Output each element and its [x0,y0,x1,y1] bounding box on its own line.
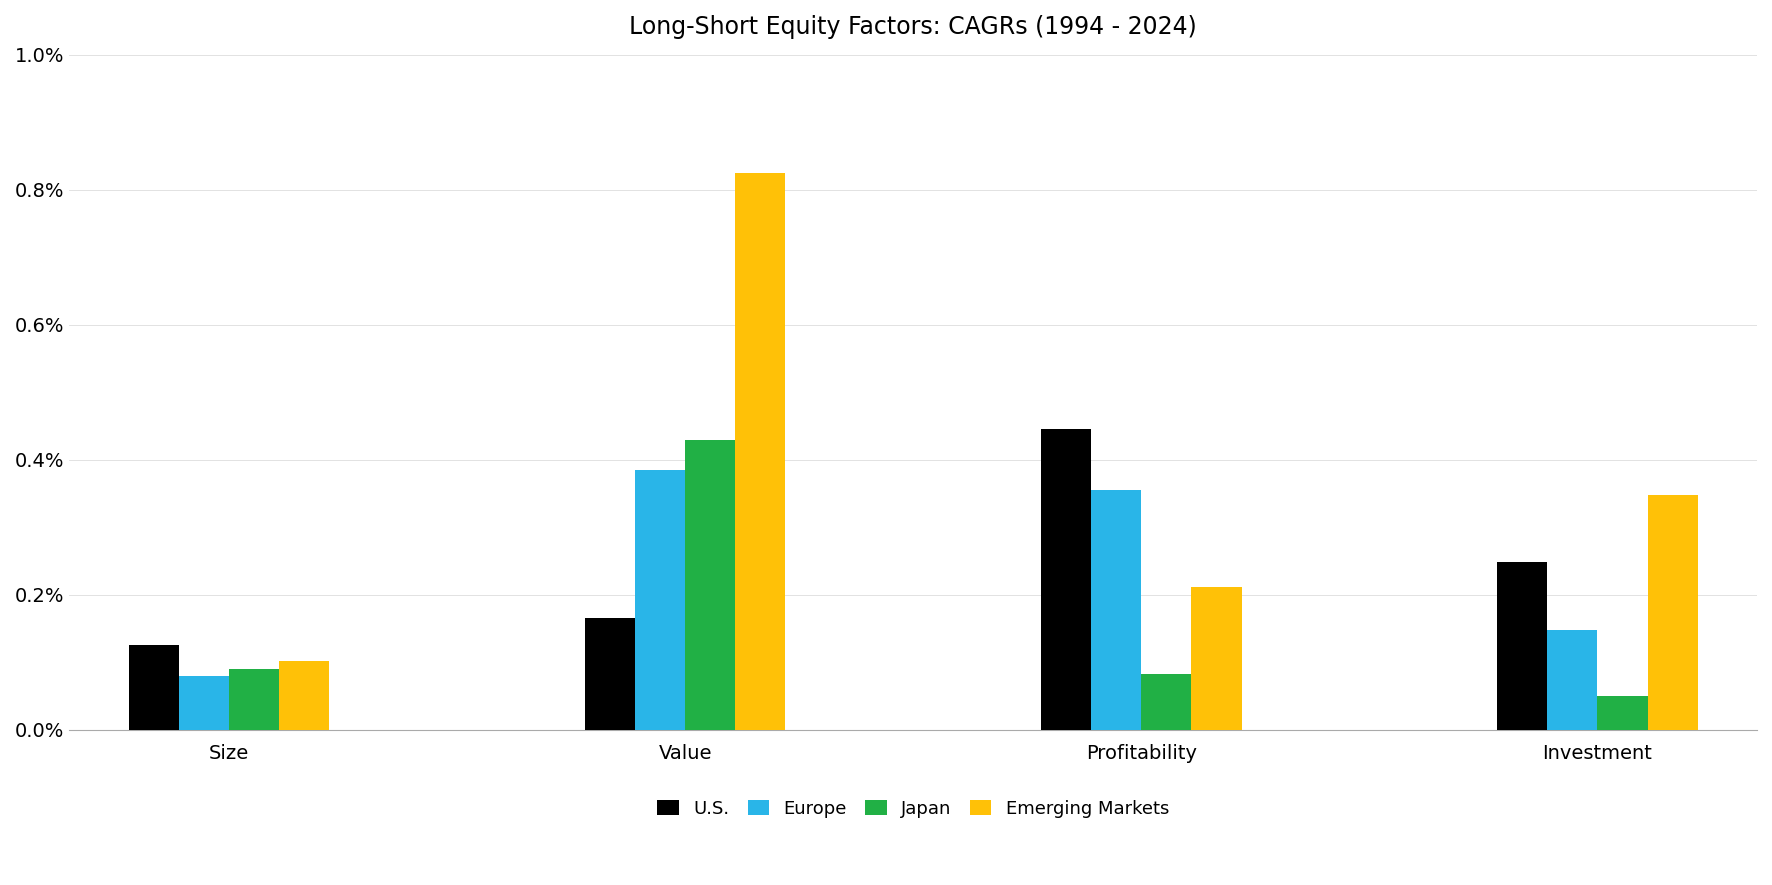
Title: Long-Short Equity Factors: CAGRs (1994 - 2024): Long-Short Equity Factors: CAGRs (1994 -… [629,15,1198,39]
Bar [735,173,785,730]
Bar [1191,587,1242,730]
Bar [1597,696,1648,730]
Bar [229,669,280,730]
Bar [1040,429,1092,730]
Bar [1648,495,1698,730]
Bar [129,645,179,730]
Bar [585,619,634,730]
Bar [686,440,735,730]
Bar [1141,674,1191,730]
Bar [179,676,229,730]
Bar [280,661,330,730]
Legend: U.S., Europe, Japan, Emerging Markets: U.S., Europe, Japan, Emerging Markets [650,793,1177,825]
Bar [1547,630,1597,730]
Bar [634,470,686,730]
Bar [1092,490,1141,730]
Bar [1497,562,1547,730]
